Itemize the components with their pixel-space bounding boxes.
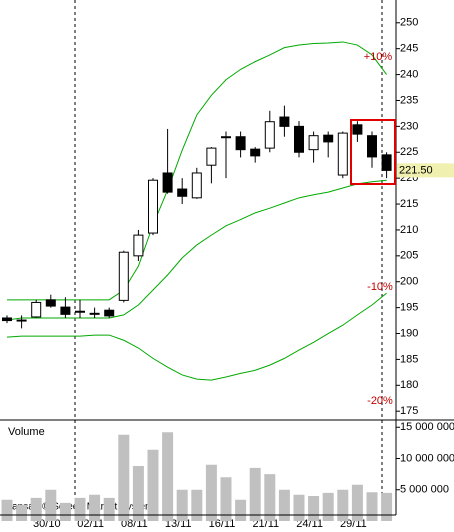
- candle-body: [162, 172, 173, 193]
- candle-body: [279, 116, 290, 127]
- candle-body: [221, 136, 231, 139]
- last-price-box: [397, 163, 454, 178]
- candle-body: [308, 135, 319, 151]
- volume-bar: [191, 489, 203, 521]
- candle-body: [133, 234, 144, 257]
- candle-body: [294, 125, 304, 153]
- y-tick-label: 190: [400, 327, 418, 339]
- last-price-label: 221.50: [399, 164, 433, 176]
- band-line: [6, 292, 387, 381]
- volume-bar: [118, 434, 130, 521]
- volume-bar: [235, 499, 247, 521]
- candle-body: [177, 188, 188, 197]
- volume-bar: [366, 492, 378, 521]
- volume-bar: [293, 494, 305, 521]
- y-tick-label: 210: [400, 224, 418, 236]
- candle-body: [367, 135, 377, 158]
- candle-body: [31, 301, 42, 318]
- candle-body: [118, 251, 129, 301]
- volume-bar: [89, 494, 101, 521]
- candle-body: [381, 154, 392, 171]
- volume-bar: [103, 497, 115, 521]
- volume-bar: [132, 466, 144, 521]
- volume-bar: [337, 489, 349, 521]
- y-tick-label: 245: [400, 43, 418, 55]
- y-tick-label: 240: [400, 68, 418, 80]
- y-tick-label: 225: [400, 146, 418, 158]
- volume-bar: [249, 467, 261, 521]
- candle-body: [250, 148, 261, 157]
- candle-body: [206, 147, 217, 166]
- y-tick-label: 185: [400, 353, 418, 365]
- volume-bar: [322, 492, 334, 521]
- volume-bar: [220, 477, 232, 521]
- band-line: [7, 41, 388, 301]
- candle-body: [75, 310, 85, 313]
- volume-bar: [176, 489, 188, 521]
- volume-title: Volume: [8, 426, 45, 438]
- y-tick-label: 5 000 000: [400, 484, 449, 496]
- volume-bar: [59, 502, 71, 521]
- y-tick-label: 10 000 000: [400, 452, 454, 464]
- band-annotation: +10%: [364, 51, 393, 63]
- candle-body: [337, 132, 348, 176]
- volume-bar: [30, 497, 42, 521]
- volume-bar: [381, 492, 393, 521]
- candle-body: [148, 179, 158, 234]
- candle-body: [45, 299, 56, 307]
- candle-body: [264, 121, 275, 149]
- candle-body: [16, 319, 27, 322]
- volume-bar: [45, 489, 57, 521]
- candle-body: [323, 134, 334, 143]
- candle-body: [235, 136, 246, 151]
- volume-bar: [205, 464, 217, 521]
- highlight-box: [350, 119, 396, 185]
- candle-body: [352, 124, 363, 135]
- candle-body: [104, 309, 115, 317]
- volume-bar: [147, 449, 159, 521]
- y-tick-label: 175: [400, 405, 418, 417]
- y-tick-label: 200: [400, 276, 418, 288]
- y-tick-label: 195: [400, 302, 418, 314]
- band-annotation: -10%: [367, 281, 393, 293]
- candle-body: [89, 312, 100, 315]
- volume-bar: [278, 489, 290, 521]
- band-annotation: -20%: [367, 395, 393, 407]
- candle-body: [191, 172, 202, 199]
- volume-bar: [308, 496, 320, 521]
- volume-bar: [74, 497, 86, 521]
- volume-bar: [16, 504, 28, 521]
- y-tick-label: 15 000 000: [400, 421, 454, 433]
- volume-bar: [162, 432, 174, 521]
- marks: 1751801851901952002052102152202252302352…: [0, 17, 454, 532]
- y-tick-label: 180: [400, 379, 418, 391]
- volume-bar: [1, 499, 13, 521]
- candle-body: [2, 317, 12, 322]
- candle-body: [60, 306, 71, 315]
- band-line: [6, 179, 387, 321]
- volume-bar: [351, 484, 363, 521]
- volume-bar: [264, 474, 276, 521]
- y-tick-label: 215: [400, 198, 418, 210]
- y-tick-label: 250: [400, 17, 418, 29]
- y-tick-label: 230: [400, 120, 418, 132]
- y-tick-label: 205: [400, 250, 418, 262]
- y-tick-label: 235: [400, 94, 418, 106]
